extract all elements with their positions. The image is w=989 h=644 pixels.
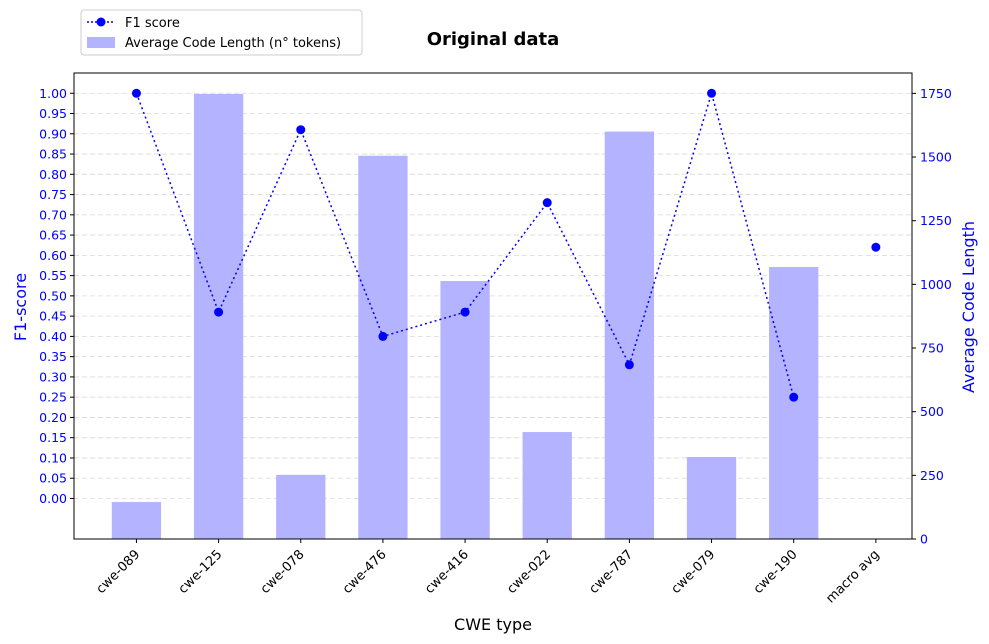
bar-cwe-416 <box>440 281 490 539</box>
left-tick-label: 0.85 <box>39 147 67 162</box>
right-tick-label: 1250 <box>920 213 952 228</box>
f1-point-cwe-022 <box>542 198 552 208</box>
right-tick-label: 1000 <box>920 277 952 292</box>
x-axis-label: CWE type <box>454 615 532 634</box>
x-tick-label: macro avg <box>823 547 882 606</box>
f1-point-cwe-079 <box>707 88 717 98</box>
left-tick-label: 0.60 <box>39 248 67 263</box>
x-tick-label: cwe-476 <box>340 547 390 597</box>
f1-point-cwe-476 <box>378 331 388 341</box>
legend-bar-swatch <box>87 37 115 48</box>
x-tick-label: cwe-089 <box>94 547 144 597</box>
bar-cwe-089 <box>111 502 162 539</box>
legend-label-f1: F1 score <box>125 16 180 31</box>
x-tick-label: cwe-022 <box>504 547 554 597</box>
x-tick-label: cwe-079 <box>669 547 719 597</box>
right-tick-label: 500 <box>920 404 944 419</box>
left-tick-label: 0.15 <box>39 430 67 445</box>
chart-title: Original data <box>427 29 560 50</box>
left-axis-ticks: 0.00 0.05 0.10 0.15 0.20 0.25 0.30 0.35 0.40 0.45… <box>39 86 74 506</box>
left-tick-label: 0.90 <box>39 126 67 141</box>
left-tick-label: 0.65 <box>39 228 67 243</box>
bar-cwe-787 <box>604 131 655 540</box>
x-tick-label: cwe-416 <box>422 547 472 597</box>
left-tick-label: 0.10 <box>39 450 67 465</box>
left-tick-label: 0.95 <box>39 106 67 121</box>
legend-label-code-length: Average Code Length (n° tokens) <box>125 36 341 51</box>
legend-marker-swatch <box>96 17 106 27</box>
left-tick-label: 0.25 <box>39 390 67 405</box>
right-tick-label: 250 <box>920 468 944 483</box>
x-axis-ticks: cwe-089 cwe-125 cwe-078 cwe-476 cwe-416 cwe-0… <box>94 539 883 607</box>
left-tick-label: 0.35 <box>39 349 67 364</box>
left-tick-label: 0.40 <box>39 329 67 344</box>
x-tick-label: cwe-078 <box>258 547 308 597</box>
bar-cwe-476 <box>358 155 408 539</box>
f1-point-cwe-787 <box>624 360 634 370</box>
legend-box <box>80 9 363 56</box>
bar-cwe-079 <box>686 457 737 539</box>
left-tick-label: 0.50 <box>39 288 67 303</box>
left-tick-label: 0.05 <box>39 471 67 486</box>
right-tick-label: 1500 <box>920 150 952 165</box>
left-tick-label: 0.30 <box>39 369 67 384</box>
f1-point-cwe-089 <box>131 88 141 98</box>
f1-point-cwe-190 <box>789 392 799 402</box>
f1-point-cwe-416 <box>460 307 470 317</box>
left-tick-label: 0.55 <box>39 268 67 283</box>
left-tick-label: 0.75 <box>39 187 67 202</box>
plot-frame <box>73 72 913 540</box>
left-tick-label: 1.00 <box>39 86 67 101</box>
f1-point-macro avg <box>871 242 881 252</box>
x-tick-label: cwe-190 <box>751 547 801 597</box>
right-tick-label: 0 <box>920 532 928 547</box>
left-tick-label: 0.20 <box>39 410 67 425</box>
right-axis-ticks: 0 250 500 750 1000 1250 1500 1750 <box>912 86 952 547</box>
bar-cwe-022 <box>522 432 572 539</box>
left-tick-label: 0.45 <box>39 309 67 324</box>
right-tick-label: 750 <box>920 341 944 356</box>
x-tick-label: cwe-787 <box>587 547 637 597</box>
f1-point-cwe-125 <box>214 307 224 317</box>
right-tick-label: 1750 <box>920 86 952 101</box>
line-series <box>131 88 881 402</box>
left-tick-label: 0.00 <box>39 491 67 506</box>
x-tick-label: cwe-125 <box>176 547 226 597</box>
bar-cwe-190 <box>769 267 819 539</box>
left-tick-label: 0.70 <box>39 207 67 222</box>
bar-series <box>111 93 819 540</box>
y-axis-label-left: F1-score <box>11 273 30 341</box>
left-tick-label: 0.80 <box>39 167 67 182</box>
bar-cwe-078 <box>276 474 326 539</box>
f1-point-cwe-078 <box>296 125 306 135</box>
y-axis-label-right: Average Code Length <box>959 221 978 393</box>
legend: F1 score Average Code Length (n° tokens) <box>80 9 363 56</box>
